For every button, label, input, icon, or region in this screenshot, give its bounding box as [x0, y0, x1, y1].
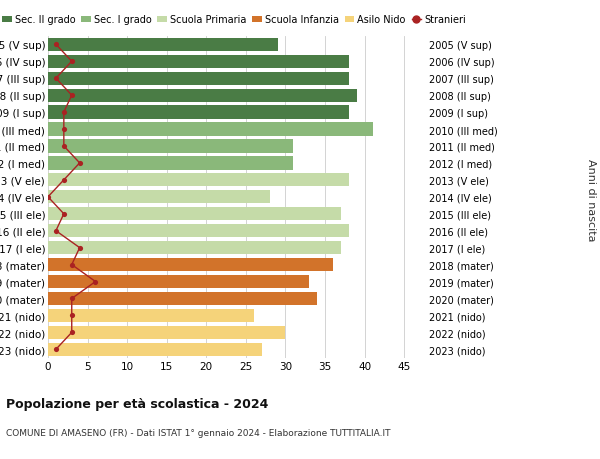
Point: [59, 143, 68, 150]
Point: [59, 126, 68, 134]
Bar: [48, 309, 254, 322]
Point: [67, 295, 77, 302]
Bar: [48, 224, 349, 238]
Bar: [48, 343, 262, 356]
Bar: [48, 275, 309, 289]
Bar: [48, 73, 349, 85]
Bar: [48, 292, 317, 305]
Bar: [48, 140, 293, 153]
Point: [59, 177, 68, 184]
Text: Anni di nascita: Anni di nascita: [586, 158, 596, 241]
Point: [51, 41, 61, 49]
Point: [67, 58, 77, 66]
Point: [51, 346, 61, 353]
Point: [67, 92, 77, 100]
Point: [75, 245, 85, 252]
Bar: [48, 207, 341, 221]
Bar: [48, 174, 349, 187]
Point: [51, 75, 61, 83]
Point: [67, 261, 77, 269]
Bar: [48, 39, 278, 52]
Bar: [48, 326, 286, 339]
Point: [91, 278, 100, 285]
Point: [75, 160, 85, 167]
Point: [67, 329, 77, 336]
Point: [59, 109, 68, 117]
Point: [59, 211, 68, 218]
Legend: Sec. II grado, Sec. I grado, Scuola Primaria, Scuola Infanzia, Asilo Nido, Stran: Sec. II grado, Sec. I grado, Scuola Prim…: [2, 16, 466, 25]
Point: [43, 194, 53, 201]
Text: COMUNE DI AMASENO (FR) - Dati ISTAT 1° gennaio 2024 - Elaborazione TUTTITALIA.IT: COMUNE DI AMASENO (FR) - Dati ISTAT 1° g…: [6, 428, 391, 437]
Text: Popolazione per età scolastica - 2024: Popolazione per età scolastica - 2024: [6, 397, 268, 410]
Bar: [48, 258, 333, 272]
Bar: [48, 191, 269, 204]
Bar: [48, 157, 293, 170]
Bar: [48, 106, 349, 119]
Point: [51, 228, 61, 235]
Bar: [48, 90, 356, 102]
Bar: [48, 56, 349, 69]
Point: [67, 312, 77, 319]
Bar: [48, 123, 373, 136]
Bar: [48, 241, 341, 255]
